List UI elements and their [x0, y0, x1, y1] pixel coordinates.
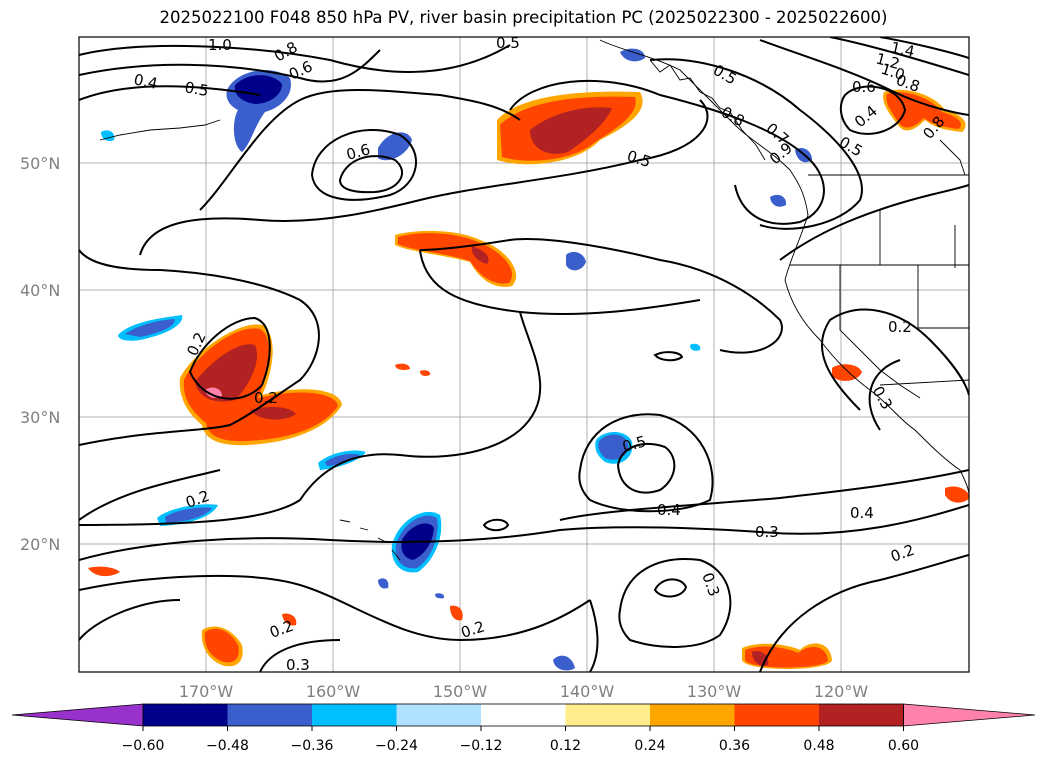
longitude-labels: 170°W 160°W 150°W 140°W 130°W 120°W [179, 682, 869, 701]
colorbar-segment [143, 704, 228, 726]
lon-label: 130°W [687, 682, 742, 701]
colorbar-tick-label: −0.24 [375, 738, 418, 754]
colorbar-extend-low [11, 703, 144, 727]
contour-label: 0.3 [755, 523, 779, 541]
colorbar-ticks [142, 726, 904, 731]
colorbar-segment [819, 704, 904, 726]
colorbar-tick-labels: −0.60 −0.48 −0.36 −0.24 −0.12 0.12 0.24 … [122, 738, 920, 754]
lon-label: 150°W [433, 682, 488, 701]
colorbar-tick-label: 0.12 [550, 738, 581, 754]
colorbar-tick-label: 0.48 [803, 738, 834, 754]
contour-label: 0.5 [496, 34, 520, 52]
contour-label: 0.2 [888, 318, 912, 336]
contour-label: 0.4 [657, 501, 681, 519]
latitude-labels: 50°N 40°N 30°N 20°N [20, 154, 60, 554]
colorbar-segment [565, 704, 651, 726]
lat-label: 50°N [20, 154, 60, 173]
contour-label: 0.6 [344, 140, 372, 164]
coastlines [99, 39, 969, 561]
lat-label: 30°N [20, 408, 60, 427]
colorbar-segments [11, 703, 1036, 727]
contour-label: 0.3 [286, 656, 310, 674]
colorbar: −0.60 −0.48 −0.36 −0.24 −0.12 0.12 0.24 … [11, 703, 1036, 754]
colorbar-tick-label: −0.48 [206, 738, 249, 754]
colorbar-tick-label: −0.60 [122, 738, 165, 754]
contour-label: 1.2 [874, 49, 902, 73]
map-frame [78, 36, 970, 673]
colorbar-segment [481, 704, 566, 726]
lon-label: 170°W [179, 682, 234, 701]
pv-contours [79, 37, 969, 672]
colorbar-segment [734, 704, 820, 726]
contour-label: 0.2 [254, 389, 278, 407]
colorbar-segment [396, 704, 482, 726]
contour-label: 1.0 [208, 36, 232, 54]
colorbar-segment [650, 704, 735, 726]
colorbar-segment [312, 704, 397, 726]
colorbar-tick-label: −0.12 [460, 738, 503, 754]
lon-label: 140°W [560, 682, 615, 701]
lat-label: 20°N [20, 535, 60, 554]
contour-label: 1.4 [889, 38, 916, 61]
contour-label: 0.5 [620, 432, 648, 456]
lat-label: 40°N [20, 281, 60, 300]
contour-label: 0.5 [183, 78, 210, 100]
map-title: 2025022100 F048 850 hPa PV, river basin … [159, 8, 888, 27]
colorbar-outline [142, 703, 904, 727]
colorbar-extend-high [903, 703, 1036, 727]
colorbar-tick-label: −0.36 [291, 738, 334, 754]
colorbar-tick-label: 0.36 [719, 738, 750, 754]
colorbar-tick-label: 0.60 [888, 738, 919, 754]
lon-label: 160°W [306, 682, 361, 701]
lon-label: 120°W [814, 682, 869, 701]
colorbar-tick-label: 0.24 [634, 738, 665, 754]
contour-label: 0.4 [850, 504, 874, 522]
contour-label: 0.4 [132, 70, 159, 93]
contour-label: 0.6 [852, 78, 876, 96]
colorbar-segment [227, 704, 313, 726]
